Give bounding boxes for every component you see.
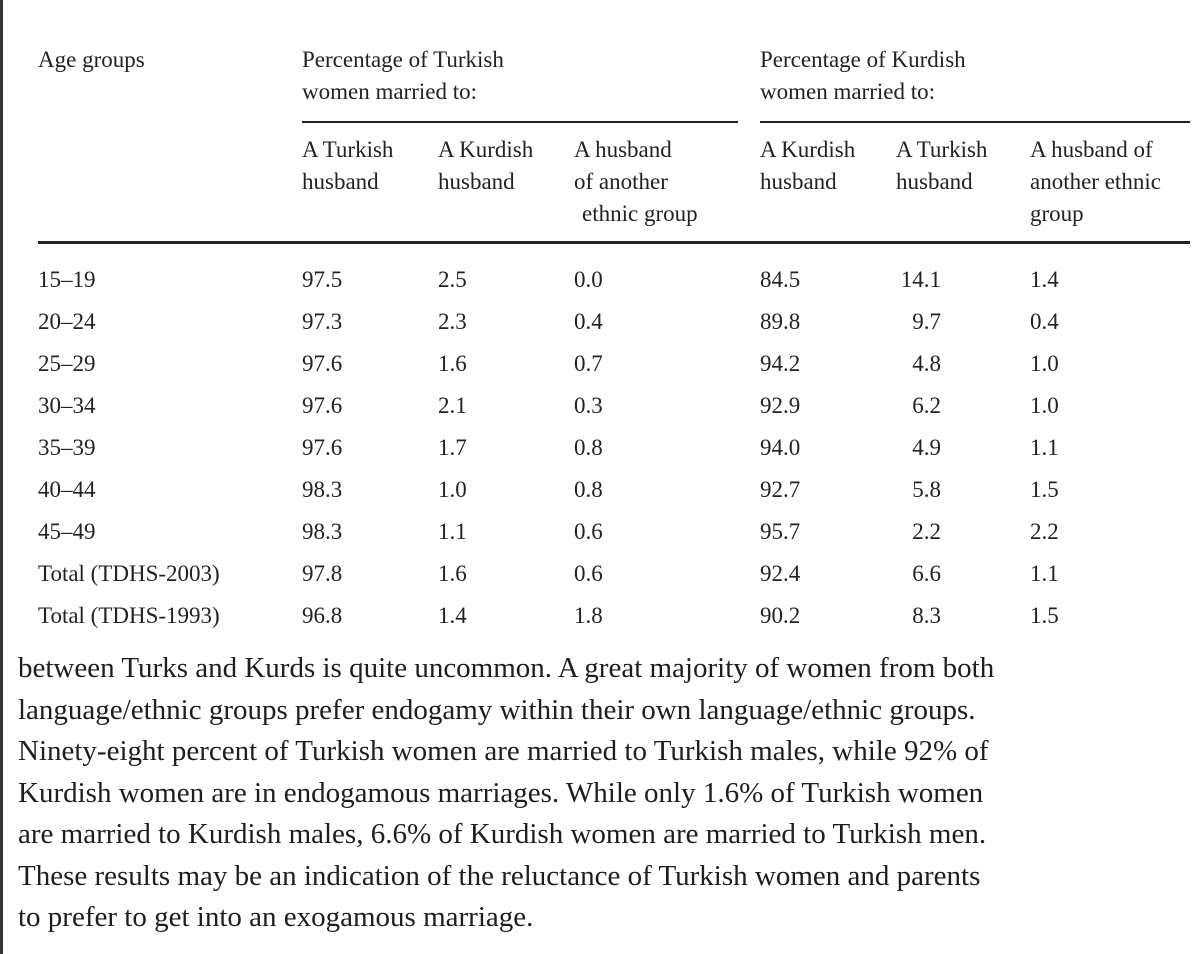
column-header: A Kurdish	[760, 137, 856, 162]
cell: 8.3	[912, 603, 941, 628]
cell: 0.6	[574, 519, 603, 544]
cell: 1.1	[438, 519, 467, 544]
column-header: A Turkish	[302, 137, 394, 162]
cell: 0.8	[574, 477, 603, 502]
cell: 1.6	[438, 351, 467, 376]
cell: 2.2	[912, 519, 941, 544]
cell: 0.8	[574, 435, 603, 460]
column-header: husband	[302, 169, 379, 194]
cell: 1.7	[438, 435, 467, 460]
column-header: husband	[438, 169, 515, 194]
cell: 94.2	[760, 351, 801, 376]
cell: 92.9	[760, 393, 801, 418]
cell: 1.0	[1030, 351, 1059, 376]
cell: 89.8	[760, 309, 801, 334]
cell: 2.5	[438, 267, 467, 292]
row-label: 40–44	[38, 477, 96, 502]
cell: 2.1	[438, 393, 467, 418]
cell: 1.5	[1030, 477, 1059, 502]
group-rule	[760, 121, 1190, 123]
row-label: 25–29	[38, 351, 96, 376]
cell: 1.1	[1030, 435, 1059, 460]
row-label: Total (TDHS-2003)	[38, 561, 220, 586]
cell: 6.6	[912, 561, 941, 586]
cell: 5.8	[912, 477, 941, 502]
paragraph-line: language/ethnic groups prefer endogamy w…	[18, 693, 976, 726]
cell: 92.4	[760, 561, 801, 586]
cell: 1.6	[438, 561, 467, 586]
group-rule	[302, 121, 738, 123]
cell: 0.4	[1030, 309, 1059, 334]
cell: 0.0	[574, 267, 603, 292]
paragraph-line: Ninety-eight percent of Turkish women ar…	[18, 735, 989, 767]
cell: 1.8	[574, 603, 603, 628]
cell: 1.0	[438, 477, 467, 502]
cell: 94.0	[760, 435, 801, 460]
column-header: of another	[574, 169, 668, 194]
cell: 97.6	[302, 393, 343, 418]
header-rule	[38, 241, 1190, 244]
row-label: 20–24	[38, 309, 96, 334]
cell: 1.4	[438, 603, 467, 628]
paragraph-line: These results may be an indication of th…	[18, 859, 981, 892]
group-title: women married to:	[302, 79, 478, 104]
row-label: 15–19	[38, 267, 96, 292]
cell: 0.4	[574, 309, 603, 334]
cell: 4.8	[912, 351, 941, 376]
cell: 0.6	[574, 561, 603, 586]
cell: 14.1	[900, 267, 941, 292]
group-title: Percentage of Kurdish	[760, 47, 966, 72]
cell: 97.6	[302, 351, 343, 376]
cell: 97.3	[302, 309, 343, 334]
left-border	[0, 0, 3, 954]
cell: 1.5	[1030, 603, 1059, 628]
column-header: ethnic group	[582, 201, 698, 226]
cell: 1.1	[1030, 561, 1059, 586]
column-header: A husband	[574, 137, 672, 162]
paragraph-line: between Turks and Kurds is quite uncommo…	[18, 652, 995, 684]
cell: 97.8	[302, 561, 343, 586]
cell: 1.4	[1030, 267, 1059, 292]
cell: 1.0	[1030, 393, 1059, 418]
cell: 95.7	[760, 519, 801, 544]
column-header: husband	[896, 169, 973, 194]
cell: 6.2	[912, 393, 941, 418]
row-label: Total (TDHS-1993)	[38, 603, 220, 628]
cell: 92.7	[760, 477, 801, 502]
paragraph-line: Kurdish women are in endogamous marriage…	[18, 776, 984, 809]
cell: 96.8	[302, 603, 343, 628]
column-header: husband	[760, 169, 837, 194]
cell: 4.9	[912, 435, 941, 460]
column-header: A Turkish	[896, 137, 988, 162]
cell: 2.3	[438, 309, 467, 334]
cell: 98.3	[302, 477, 343, 502]
cell: 2.2	[1030, 519, 1059, 544]
row-label: 30–34	[38, 393, 96, 418]
column-header: another ethnic	[1030, 169, 1161, 194]
paragraph-line: are married to Kurdish males, 6.6% of Ku…	[18, 818, 987, 850]
column-header: A Kurdish	[438, 137, 534, 162]
cell: 0.3	[574, 393, 603, 418]
row-label: 35–39	[38, 435, 96, 460]
paragraph-line: to prefer to get into an exogamous marri…	[18, 901, 534, 933]
cell: 84.5	[760, 267, 801, 292]
group-title: women married to:	[760, 79, 936, 104]
group-title: Percentage of Turkish	[302, 47, 504, 72]
age-header: Age groups	[38, 47, 145, 72]
column-header: group	[1030, 201, 1084, 226]
cell: 90.2	[760, 603, 801, 628]
column-header: A husband of	[1030, 137, 1153, 162]
cell: 97.6	[302, 435, 343, 460]
cell: 9.7	[912, 309, 941, 334]
cell: 98.3	[302, 519, 343, 544]
cell: 97.5	[302, 267, 343, 292]
row-label: 45–49	[38, 519, 96, 544]
cell: 0.7	[574, 351, 603, 376]
